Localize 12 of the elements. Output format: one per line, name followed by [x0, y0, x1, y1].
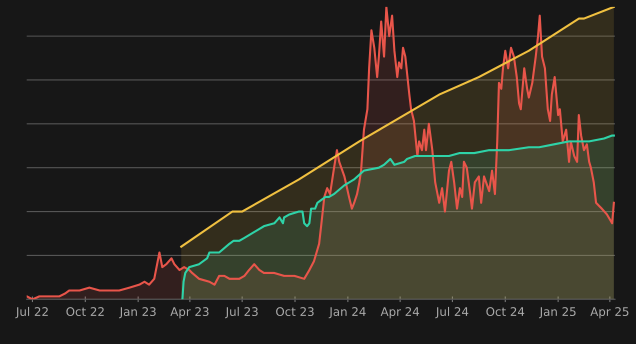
x-tick-label: Apr 25 [590, 307, 628, 318]
x-tick-label: Oct 22 [66, 307, 104, 316]
x-tick-label: Jul 23 [225, 306, 258, 318]
x-tick-label: Apr 24 [380, 307, 420, 318]
x-tick-label: Oct 23 [276, 307, 314, 316]
x-tick-label: Jan 24 [328, 307, 366, 318]
x-tick-label: Jul 22 [15, 306, 48, 318]
x-tick-label: Jan 25 [539, 307, 576, 318]
x-tick-label: Oct 24 [486, 307, 524, 316]
x-tick-label: Jan 23 [119, 307, 156, 318]
x-tick-label: Jul 24 [435, 306, 468, 318]
x-tick-label: Apr 23 [170, 307, 209, 318]
